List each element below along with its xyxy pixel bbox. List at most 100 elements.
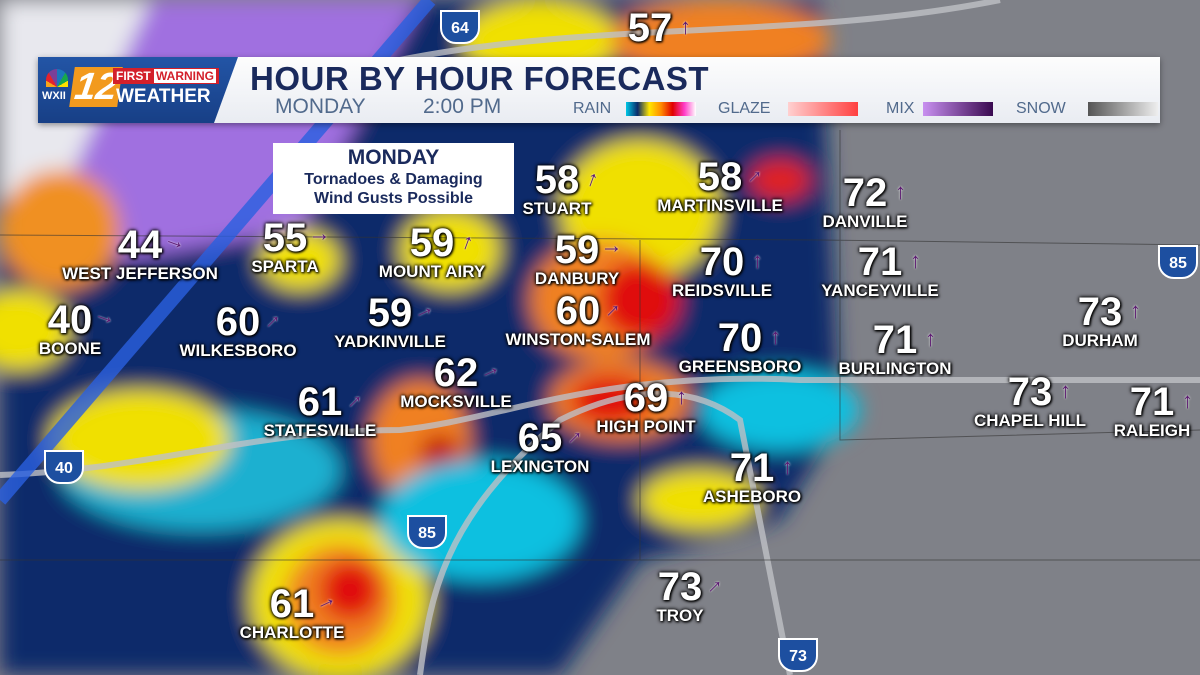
city-asheboro: 71 ASHEBORO <box>703 448 801 506</box>
interstate-85-shield: 85 <box>407 515 447 549</box>
wind-arrow-icon: ↑ <box>308 231 334 243</box>
temperature: 62 <box>433 351 479 395</box>
wind-arrow-icon: ↑ <box>752 248 763 273</box>
city-name: RALEIGH <box>1113 421 1191 440</box>
page-title: HOUR BY HOUR FORECAST <box>250 60 710 97</box>
legend-label-rain: RAIN <box>573 100 612 117</box>
temperature: 61 <box>297 380 343 424</box>
city-name: STATESVILLE <box>263 421 377 440</box>
legend-label-snow: SNOW <box>1016 100 1066 117</box>
city-name: BOONE <box>38 339 102 358</box>
alert-line-2: Wind Gusts Possible <box>314 190 473 207</box>
temperature: 40 <box>47 298 93 342</box>
interstate-64-shield: 64 <box>440 10 480 44</box>
city-durham: 73 DURHAM <box>1062 292 1138 350</box>
city-mocksville: 62 MOCKSVILLE <box>400 353 511 411</box>
city-name: SPARTA <box>251 257 319 276</box>
temperature: 73 <box>657 565 703 609</box>
temperature: 71 <box>857 240 903 284</box>
city-name: DANVILLE <box>822 212 908 231</box>
temperature: 70 <box>717 316 763 360</box>
city-name: ASHEBORO <box>702 487 802 506</box>
city-statesville: 61 STATESVILLE <box>264 382 377 440</box>
city-sparta: 55 SPARTA <box>251 218 318 276</box>
city-name: STUART <box>522 199 592 218</box>
temperature: 73 <box>1077 290 1123 334</box>
wind-arrow-icon: ↑ <box>1060 378 1071 403</box>
city-unnamed: 57 <box>628 8 673 48</box>
city-name: WILKESBORO <box>179 341 297 360</box>
temperature: 60 <box>555 289 601 333</box>
city-lexington: 65 LEXINGTON <box>491 418 590 476</box>
temperature: 60 <box>215 300 261 344</box>
city-name: DURHAM <box>1062 331 1138 350</box>
city-name: HIGH POINT <box>596 417 696 436</box>
city-troy: 73 TROY <box>656 567 703 625</box>
wind-arrow-icon: ↑ <box>925 326 936 351</box>
city-wilkesboro: 60 WILKESBORO <box>179 302 296 360</box>
temperature: 59 <box>554 228 600 272</box>
city-name: DANBURY <box>534 269 620 288</box>
city-name: WEST JEFFERSON <box>62 264 218 283</box>
wind-arrow-icon: ↑ <box>600 243 626 255</box>
temperature: 57 <box>627 6 673 50</box>
peacock-icon <box>46 69 68 87</box>
header-banner: WXII 12 FIRST WARNING WEATHER HOUR BY HO… <box>38 57 1160 123</box>
temperature: 69 <box>623 376 669 420</box>
city-reidsville: 70 REIDSVILLE <box>672 242 772 300</box>
city-raleigh: 71 RALEIGH <box>1114 382 1191 440</box>
interstate-85-shield-east: 85 <box>1158 245 1198 279</box>
forecast-day: MONDAY <box>275 95 366 118</box>
temperature: 73 <box>1007 370 1053 414</box>
city-chapel-hill: 73 CHAPEL HILL <box>974 372 1086 430</box>
city-boone: 40 BOONE <box>39 300 101 358</box>
alert-line-1: Tornadoes & Damaging <box>304 171 483 188</box>
brand-weather: WEATHER <box>116 86 211 107</box>
city-danbury: 59 DANBURY <box>535 230 619 288</box>
wind-arrow-icon: ↑ <box>910 248 921 273</box>
temperature: 59 <box>409 221 455 265</box>
city-name: MARTINSVILLE <box>657 196 783 215</box>
temperature: 71 <box>1129 380 1175 424</box>
temperature: 59 <box>367 291 413 335</box>
city-name: LEXINGTON <box>490 457 590 476</box>
brand-first-warning: FIRST WARNING <box>113 68 220 84</box>
wind-arrow-icon: ↑ <box>770 324 781 349</box>
city-west-jefferson: 44 WEST JEFFERSON <box>62 225 218 283</box>
city-stuart: 58 STUART <box>523 160 592 218</box>
temperature: 55 <box>262 216 308 260</box>
temperature: 44 <box>117 223 163 267</box>
station-callsign: WXII <box>42 90 66 102</box>
temperature: 65 <box>517 416 563 460</box>
legend-label-glaze: GLAZE <box>718 100 771 117</box>
temperature: 58 <box>697 155 743 199</box>
temperature: 61 <box>269 582 315 626</box>
city-name: BURLINGTON <box>838 359 952 378</box>
legend-label-mix: MIX <box>886 100 915 117</box>
city-name: REIDSVILLE <box>671 281 773 300</box>
forecast-time: 2:00 PM <box>423 95 502 118</box>
alert-box: MONDAY Tornadoes & Damaging Wind Gusts P… <box>273 143 514 214</box>
city-danville: 72 DANVILLE <box>823 173 908 231</box>
city-name: MOCKSVILLE <box>400 392 512 411</box>
city-high-point: 69 HIGH POINT <box>596 378 695 436</box>
city-burlington: 71 BURLINGTON <box>838 320 951 378</box>
temperature: 71 <box>729 446 775 490</box>
alert-heading: MONDAY <box>347 146 440 169</box>
legend-bar-mix <box>923 102 993 116</box>
city-yanceyville: 71 YANCEYVILLE <box>821 242 938 300</box>
city-name: YADKINVILLE <box>334 332 446 351</box>
interstate-73-shield: 73 <box>778 638 818 672</box>
city-name: CHAPEL HILL <box>973 411 1087 430</box>
city-name: WINSTON-SALEM <box>505 330 651 349</box>
temperature: 72 <box>842 171 888 215</box>
legend-bar-glaze <box>788 102 858 116</box>
city-name: CHARLOTTE <box>239 623 345 642</box>
city-mount-airy: 59 MOUNT AIRY <box>379 223 485 281</box>
temperature: 71 <box>872 318 918 362</box>
city-winston-salem: 60 WINSTON-SALEM <box>505 291 650 349</box>
legend-bar-snow <box>1088 102 1158 116</box>
city-name: YANCEYVILLE <box>821 281 939 300</box>
wind-arrow-icon: ↑ <box>895 179 906 204</box>
wind-arrow-icon: ↑ <box>680 14 691 39</box>
